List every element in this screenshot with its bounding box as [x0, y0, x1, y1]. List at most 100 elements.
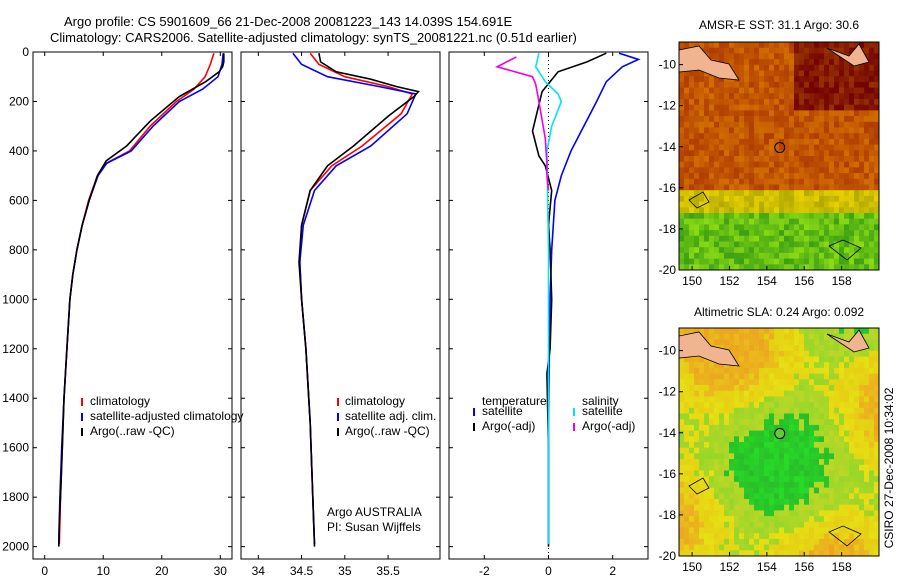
map-cell	[719, 459, 725, 466]
map-cell	[864, 121, 870, 128]
map-cell	[739, 521, 745, 528]
map-cell	[694, 527, 700, 534]
map-cell	[779, 527, 785, 534]
map-cell	[844, 99, 850, 106]
map-cell	[849, 385, 855, 392]
map-cell	[769, 127, 775, 134]
map-cell	[734, 493, 740, 500]
map-cell	[824, 385, 830, 392]
map-cell	[689, 93, 695, 100]
map-cell	[784, 516, 790, 523]
map-cell	[699, 493, 705, 500]
map-cell	[824, 156, 830, 163]
map-cell	[749, 133, 755, 140]
map-cell	[794, 178, 800, 185]
map-cell	[684, 373, 690, 380]
map-cell	[794, 516, 800, 523]
map-cell	[719, 521, 725, 528]
map-cell	[684, 42, 690, 49]
map-cell	[724, 538, 730, 545]
map-cell	[739, 76, 745, 83]
legend-temperature-satellite: satellite	[482, 404, 523, 418]
map-cell	[734, 459, 740, 466]
map-cell	[809, 252, 815, 259]
map-cell	[734, 116, 740, 123]
map-cell	[789, 81, 795, 88]
map-cell	[794, 356, 800, 363]
map-cell	[769, 144, 775, 151]
map-cell	[784, 430, 790, 437]
map-cell	[834, 442, 840, 449]
map-cell	[774, 424, 780, 431]
map-cell	[814, 81, 820, 88]
map-cell	[849, 133, 855, 140]
map-cell	[714, 499, 720, 506]
map-cell	[709, 247, 715, 254]
map-cell	[794, 413, 800, 420]
map-cell	[764, 81, 770, 88]
map-cell	[754, 339, 760, 346]
map-cell	[749, 64, 755, 71]
map-cell	[744, 235, 750, 242]
map-cell	[784, 47, 790, 54]
map-cell	[739, 258, 745, 265]
map-cell	[724, 161, 730, 168]
map-cell	[829, 345, 835, 352]
map-cell	[774, 213, 780, 220]
map-cell	[844, 224, 850, 231]
map-cell	[869, 430, 875, 437]
map-cell	[734, 453, 740, 460]
map-cell	[769, 133, 775, 140]
map-cell	[809, 430, 815, 437]
map-cell	[699, 527, 705, 534]
map-cell	[764, 213, 770, 220]
map-cell	[874, 350, 880, 357]
map-cell	[764, 87, 770, 94]
map-cell	[834, 379, 840, 386]
map-cell	[704, 150, 710, 157]
map-cell	[794, 499, 800, 506]
y-tick-label: 1400	[2, 391, 29, 405]
map-cell	[829, 99, 835, 106]
map-cell	[769, 470, 775, 477]
map-cell	[814, 104, 820, 111]
map-cell	[839, 213, 845, 220]
map-cell	[809, 110, 815, 117]
map-cell	[794, 362, 800, 369]
map-cell	[809, 345, 815, 352]
map-cell	[694, 385, 700, 392]
map-cell	[834, 533, 840, 540]
map-cell	[789, 156, 795, 163]
map-cell	[734, 527, 740, 534]
map-cell	[744, 447, 750, 454]
map-cell	[799, 510, 805, 517]
map-cell	[689, 218, 695, 225]
map-cell	[809, 436, 815, 443]
map-cell	[874, 333, 880, 340]
map-cell	[824, 402, 830, 409]
map-cell	[844, 527, 850, 534]
map-cell	[849, 195, 855, 202]
map-cell	[854, 207, 860, 214]
map-cell	[854, 487, 860, 494]
map-cell	[834, 396, 840, 403]
map-cell	[684, 447, 690, 454]
map-cell	[704, 70, 710, 77]
map-cell	[719, 173, 725, 180]
map-cell	[779, 493, 785, 500]
map-cell	[809, 53, 815, 60]
map-cell	[759, 367, 765, 374]
map-cell	[699, 356, 705, 363]
map-cell	[804, 345, 810, 352]
map-cell	[739, 144, 745, 151]
map-cell	[724, 476, 730, 483]
map-cell	[784, 150, 790, 157]
map-cell	[769, 252, 775, 259]
map-cell	[714, 156, 720, 163]
map-cell	[779, 173, 785, 180]
map-cell	[874, 116, 880, 123]
map-cell	[874, 42, 880, 49]
map-cell	[824, 173, 830, 180]
map-cell	[789, 328, 795, 335]
